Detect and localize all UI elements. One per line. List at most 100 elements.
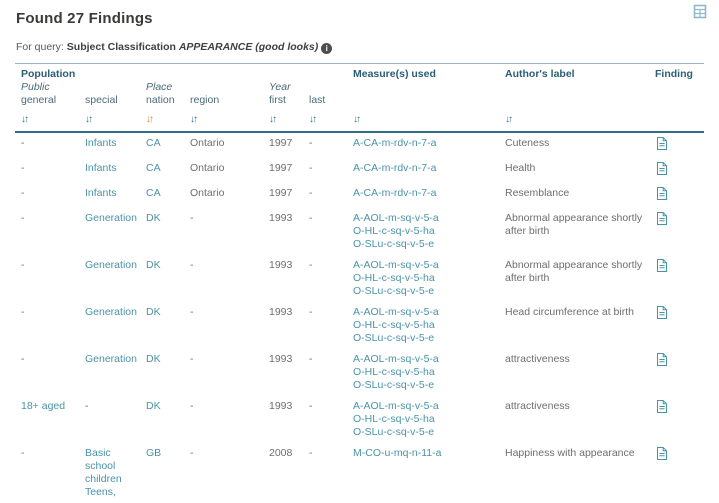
info-icon[interactable]: i: [321, 43, 333, 54]
sort-icon-nation[interactable]: ↓↑: [146, 114, 154, 125]
special-link[interactable]: Generation: [85, 353, 137, 365]
cell-public-general: -: [21, 137, 85, 154]
cell-public-general: -: [21, 353, 85, 392]
table-row: - Basic school children Teens, GB -2008- M-CO…: [15, 443, 704, 503]
sort-icon-last[interactable]: ↓↑: [309, 114, 317, 125]
nation-link[interactable]: CA: [146, 137, 161, 149]
cell-year-last: -: [309, 447, 353, 499]
export-spreadsheet-icon[interactable]: [693, 4, 708, 19]
cell-authors-label: Abnormal appearance shortly after birth: [505, 259, 655, 298]
query-value: APPEARANCE (good looks): [178, 41, 319, 53]
cell-place-region: -: [190, 306, 269, 345]
general-text: -: [21, 353, 25, 365]
cell-public-general: 18+ aged: [21, 400, 85, 439]
measures-link[interactable]: O-SLu-c-sq-v-5-e: [353, 379, 435, 391]
finding-document-icon[interactable]: [657, 259, 667, 276]
cell-place-nation: DK: [146, 400, 190, 439]
finding-document-icon[interactable]: [657, 353, 667, 370]
nation-link[interactable]: DK: [146, 259, 161, 271]
cell-finding: [655, 212, 704, 251]
table-row: - Infants CA Ontario 1997 - A-CA-m-rdv-n-7-a Re…: [15, 183, 704, 208]
last-text: -: [309, 353, 313, 365]
first-text: 1993: [269, 400, 293, 412]
finding-document-icon[interactable]: [657, 212, 667, 229]
subcol-year: Year: [269, 81, 291, 93]
cell-public-special: Basic school children Teens,: [85, 447, 146, 499]
nation-link[interactable]: CA: [146, 187, 161, 199]
query-line: For query: Subject Classification APPEAR…: [16, 41, 704, 54]
table-row: 18+ aged - DK - 1993 - A-AOL-m-sq-v-5-a O-HL-c-…: [15, 396, 704, 443]
nation-link[interactable]: DK: [146, 306, 161, 318]
finding-document-icon[interactable]: [657, 187, 667, 204]
label-text: attractiveness: [505, 400, 570, 412]
sort-icon-first[interactable]: ↓↑: [269, 114, 277, 125]
measures-link[interactable]: A-AOL-m-sq-v-5-a: [353, 259, 439, 271]
finding-document-icon[interactable]: [657, 137, 667, 154]
col-first: first: [269, 94, 286, 106]
cell-place-nation: DK: [146, 306, 190, 345]
measures-link[interactable]: O-SLu-c-sq-v-5-e: [353, 238, 435, 250]
measures-link[interactable]: O-HL-c-sq-v-5-ha: [353, 225, 435, 237]
measures-link[interactable]: A-AOL-m-sq-v-5-a: [353, 306, 439, 318]
finding-document-icon[interactable]: [657, 447, 667, 464]
cell-public-special: Infants: [85, 137, 146, 154]
special-link[interactable]: Infants: [85, 162, 117, 174]
measures-link[interactable]: A-CA-m-rdv-n-7-a: [353, 162, 437, 174]
table-body: - Infants CA Ontario 1997 - A-CA-m-rdv-n-7-a Cu…: [15, 133, 704, 503]
measures-link[interactable]: O-HL-c-sq-v-5-ha: [353, 272, 435, 284]
sort-icon-general[interactable]: ↓↑: [21, 114, 29, 125]
region-text: -: [190, 447, 194, 459]
sort-icon-authors-label[interactable]: ↓↑: [505, 114, 513, 125]
special-link[interactable]: Generation: [85, 306, 137, 318]
measures-link[interactable]: O-SLu-c-sq-v-5-e: [353, 332, 435, 344]
cell-authors-label: Resemblance: [505, 187, 655, 204]
sort-icon-measures[interactable]: ↓↑: [353, 114, 361, 125]
special-link[interactable]: Teens,: [85, 486, 116, 498]
special-link[interactable]: Infants: [85, 187, 117, 199]
nation-link[interactable]: DK: [146, 353, 161, 365]
cell-measures: A-CA-m-rdv-n-7-a: [353, 187, 505, 204]
cell-finding: [655, 306, 704, 345]
first-text: 1993: [269, 306, 293, 318]
query-prefix: For query:: [16, 41, 64, 53]
nation-link[interactable]: DK: [146, 400, 161, 412]
general-link[interactable]: 18+ aged: [21, 400, 66, 412]
cell-public-special: Infants: [85, 187, 146, 204]
finding-document-icon[interactable]: [657, 400, 667, 417]
label-text: Health: [505, 162, 536, 174]
measures-link[interactable]: A-AOL-m-sq-v-5-a: [353, 353, 439, 365]
subcol-place: Place: [146, 81, 173, 93]
finding-document-icon[interactable]: [657, 306, 667, 323]
general-text: -: [21, 212, 25, 224]
measures-link[interactable]: O-SLu-c-sq-v-5-e: [353, 285, 435, 297]
cell-finding: [655, 187, 704, 204]
label-text: Head circumference at birth: [505, 306, 634, 318]
label-text: Abnormal appearance shortly after birth: [505, 212, 643, 237]
sort-icon-region[interactable]: ↓↑: [190, 114, 198, 125]
measures-link[interactable]: O-HL-c-sq-v-5-ha: [353, 366, 435, 378]
col-measures: Measure(s) used: [353, 68, 436, 80]
nation-link[interactable]: DK: [146, 212, 161, 224]
measures-link[interactable]: A-CA-m-rdv-n-7-a: [353, 137, 437, 149]
finding-document-icon[interactable]: [657, 162, 667, 179]
cell-place-nation: DK: [146, 212, 190, 251]
measures-link[interactable]: O-SLu-c-sq-v-5-e: [353, 426, 435, 438]
measures-link[interactable]: O-HL-c-sq-v-5-ha: [353, 413, 435, 425]
first-text: 1993: [269, 212, 293, 224]
measures-link[interactable]: O-HL-c-sq-v-5-ha: [353, 319, 435, 331]
nation-link[interactable]: CA: [146, 162, 161, 174]
special-link[interactable]: Basic school children: [85, 447, 122, 485]
cell-year-first: 1993: [269, 306, 309, 345]
label-text: Abnormal appearance shortly after birth: [505, 259, 643, 284]
measures-link[interactable]: A-AOL-m-sq-v-5-a: [353, 400, 439, 412]
special-link[interactable]: Generation: [85, 212, 137, 224]
cell-place-region: Ontario: [190, 137, 269, 154]
special-link[interactable]: Infants: [85, 137, 117, 149]
cell-authors-label: attractiveness: [505, 400, 655, 439]
col-authors-label: Author's label: [505, 68, 575, 80]
measures-link[interactable]: A-CA-m-rdv-n-7-a: [353, 187, 437, 199]
measures-link[interactable]: A-AOL-m-sq-v-5-a: [353, 212, 439, 224]
sort-icon-special[interactable]: ↓↑: [85, 114, 93, 125]
special-link[interactable]: Generation: [85, 259, 137, 271]
first-text: 1997: [269, 187, 293, 199]
